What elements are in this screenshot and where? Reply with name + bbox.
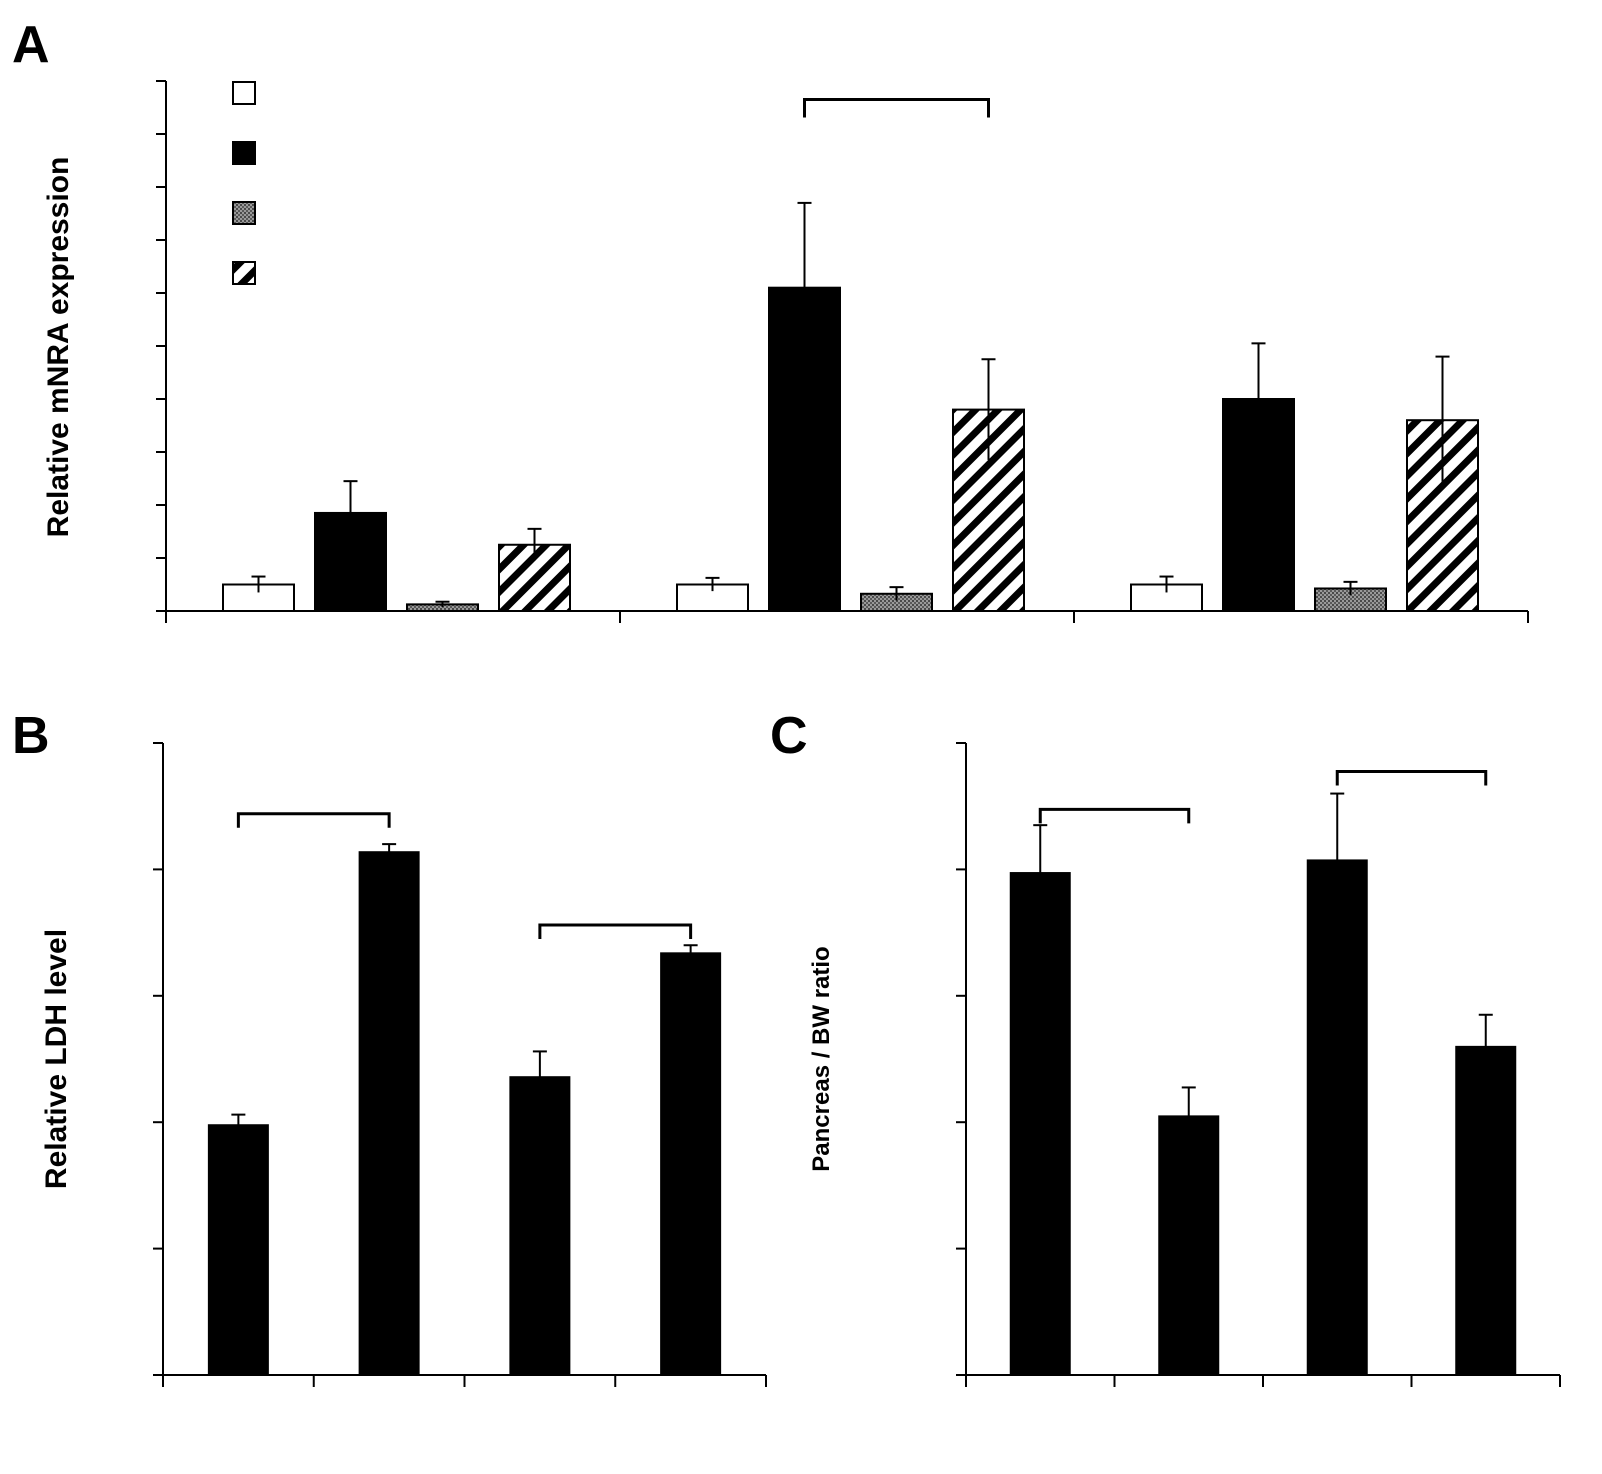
bars	[222, 98, 1479, 613]
significance-bracket	[1335, 769, 1488, 786]
panel-b: B Relative LDH level	[12, 707, 767, 1387]
significance-bracket	[1038, 807, 1191, 824]
y-axis-label: Relative LDH level	[40, 929, 73, 1189]
bar	[1158, 1115, 1220, 1376]
significance-bracket	[236, 812, 391, 828]
panel-a: A Relative mNRA expression	[12, 16, 1529, 623]
axes	[156, 80, 1529, 623]
bar	[1009, 872, 1071, 1376]
panel-c: C Pancreas / BW ratio	[770, 707, 1561, 1387]
y-axis-label: Relative mNRA expression	[42, 157, 75, 538]
bar	[1455, 1045, 1517, 1376]
legend-swatch	[232, 81, 256, 105]
legend	[232, 81, 256, 285]
bars	[1009, 769, 1517, 1376]
bar	[358, 851, 420, 1376]
panel-label: A	[12, 16, 50, 74]
significance-bracket	[803, 98, 990, 118]
bar	[660, 952, 722, 1376]
bar	[207, 1124, 269, 1376]
significance-bracket	[538, 923, 693, 940]
bar	[1306, 859, 1368, 1376]
legend-swatch	[232, 261, 256, 285]
bar	[509, 1076, 571, 1376]
legend-swatch	[232, 141, 256, 165]
panel-label: B	[12, 707, 50, 765]
bars	[207, 812, 722, 1376]
y-axis-label: Pancreas / BW ratio	[808, 946, 835, 1171]
panel-label: C	[770, 707, 808, 765]
legend-swatch	[232, 201, 256, 225]
